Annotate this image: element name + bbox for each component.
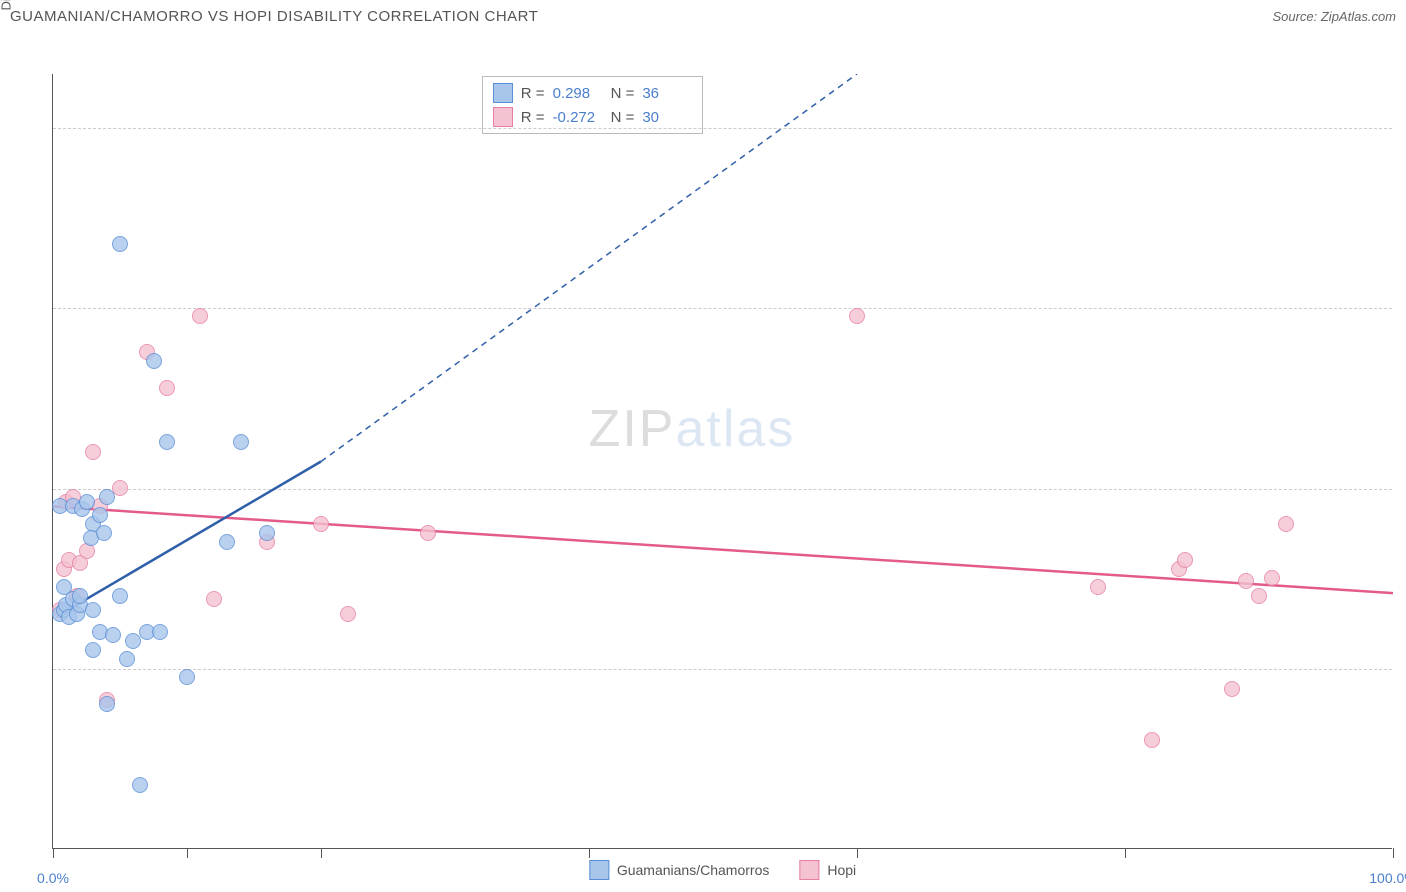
- x-tick-mark: [857, 848, 858, 858]
- data-point-guamanian: [72, 588, 88, 604]
- x-tick-label: 100.0%: [1369, 870, 1406, 886]
- data-point-hopi: [1251, 588, 1267, 604]
- y-axis-label: Disability: [0, 0, 14, 10]
- x-tick-mark: [53, 848, 54, 858]
- data-point-hopi: [313, 516, 329, 532]
- gridline: [53, 669, 1392, 670]
- x-tick-mark: [1125, 848, 1126, 858]
- data-point-hopi: [340, 606, 356, 622]
- data-point-guamanian: [92, 507, 108, 523]
- data-point-guamanian: [152, 624, 168, 640]
- data-point-guamanian: [233, 434, 249, 450]
- data-point-hopi: [849, 308, 865, 324]
- data-point-guamanian: [112, 588, 128, 604]
- data-point-guamanian: [146, 353, 162, 369]
- data-point-hopi: [1090, 579, 1106, 595]
- data-point-hopi: [1177, 552, 1193, 568]
- data-point-guamanian: [179, 669, 195, 685]
- data-point-guamanian: [159, 434, 175, 450]
- chart-legend: Guamanians/Chamorros Hopi: [589, 860, 856, 880]
- data-point-guamanian: [85, 602, 101, 618]
- data-point-hopi: [1278, 516, 1294, 532]
- data-point-guamanian: [105, 627, 121, 643]
- x-tick-label: 0.0%: [37, 870, 69, 886]
- legend-swatch: [589, 860, 609, 880]
- data-point-guamanian: [56, 579, 72, 595]
- data-point-guamanian: [85, 642, 101, 658]
- r-label: R =: [521, 109, 545, 126]
- data-point-guamanian: [96, 525, 112, 541]
- data-point-guamanian: [132, 777, 148, 793]
- correlation-stats-box: R = 0.298 N = 36 R = -0.272 N = 30: [482, 76, 704, 134]
- watermark: ZIPatlas: [589, 399, 796, 459]
- data-point-guamanian: [219, 534, 235, 550]
- data-point-hopi: [420, 525, 436, 541]
- series-swatch: [493, 107, 513, 127]
- trendlines-layer: [53, 74, 1393, 849]
- stats-row: R = -0.272 N = 30: [493, 105, 693, 129]
- chart-title: GUAMANIAN/CHAMORRO VS HOPI DISABILITY CO…: [10, 8, 538, 25]
- r-label: R =: [521, 85, 545, 102]
- x-tick-mark: [321, 848, 322, 858]
- n-value: 30: [642, 109, 692, 126]
- trend-line-hopi: [53, 507, 1393, 594]
- legend-item: Hopi: [799, 860, 856, 880]
- data-point-hopi: [159, 380, 175, 396]
- n-label: N =: [611, 85, 635, 102]
- data-point-guamanian: [112, 236, 128, 252]
- x-tick-mark: [1393, 848, 1394, 858]
- data-point-guamanian: [259, 525, 275, 541]
- legend-label: Guamanians/Chamorros: [617, 862, 770, 878]
- n-value: 36: [642, 85, 692, 102]
- x-tick-mark: [589, 848, 590, 858]
- x-tick-mark: [187, 848, 188, 858]
- legend-label: Hopi: [827, 862, 856, 878]
- data-point-guamanian: [119, 651, 135, 667]
- data-point-hopi: [1238, 573, 1254, 589]
- gridline: [53, 308, 1392, 309]
- data-point-hopi: [1264, 570, 1280, 586]
- plot-area: ZIPatlas R =0.298N =36R =-0.272N =30 10.…: [52, 74, 1392, 849]
- data-point-hopi: [206, 591, 222, 607]
- data-point-guamanian: [79, 494, 95, 510]
- r-value: -0.272: [553, 109, 603, 126]
- data-point-guamanian: [99, 696, 115, 712]
- gridline: [53, 489, 1392, 490]
- legend-item: Guamanians/Chamorros: [589, 860, 770, 880]
- source-label: Source: ZipAtlas.com: [1272, 9, 1396, 24]
- data-point-hopi: [192, 308, 208, 324]
- data-point-hopi: [112, 480, 128, 496]
- stats-row: R = 0.298 N = 36: [493, 81, 693, 105]
- gridline: [53, 128, 1392, 129]
- r-value: 0.298: [553, 85, 603, 102]
- data-point-guamanian: [99, 489, 115, 505]
- n-label: N =: [611, 109, 635, 126]
- data-point-hopi: [1224, 681, 1240, 697]
- data-point-hopi: [85, 444, 101, 460]
- data-point-hopi: [1144, 732, 1160, 748]
- series-swatch: [493, 83, 513, 103]
- legend-swatch: [799, 860, 819, 880]
